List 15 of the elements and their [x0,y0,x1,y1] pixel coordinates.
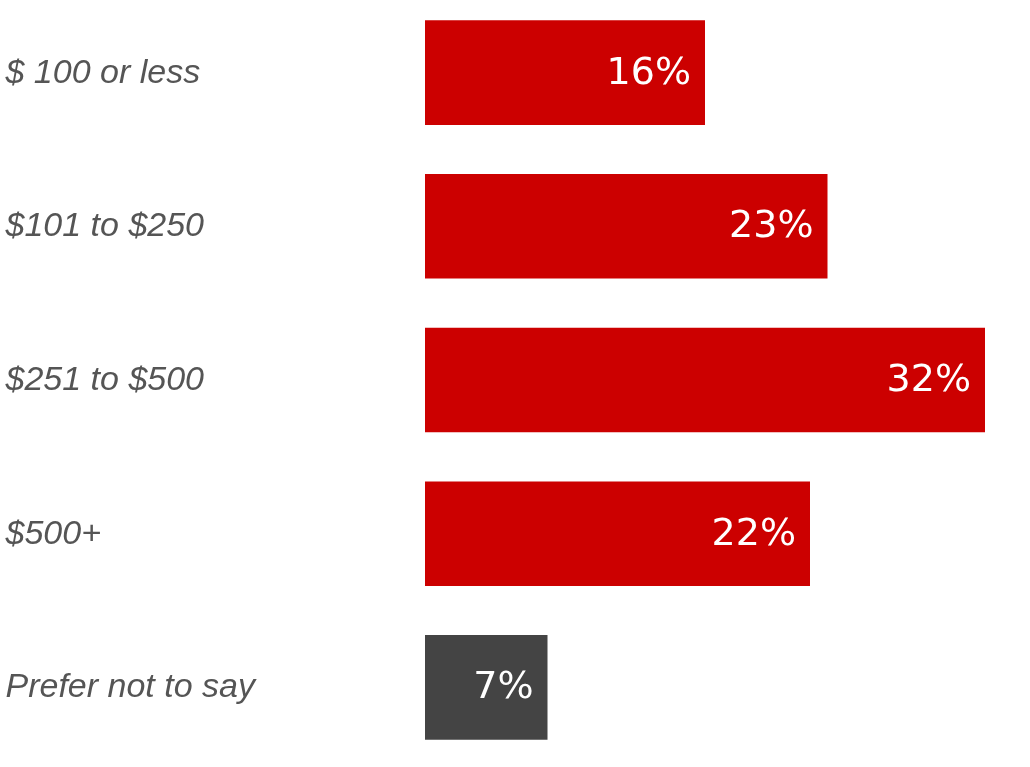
y-tick-label: $ 100 or less [4,51,201,90]
y-tick-label: $500+ [4,512,101,551]
data-label: 32% [886,356,971,400]
bar [425,327,985,433]
y-tick-label: Prefer not to say [5,666,257,705]
data-label: 7% [473,663,534,708]
y-tick-label: $101 to $250 [4,205,205,244]
y-tick-label: $251 to $500 [4,359,205,397]
bar [425,174,828,279]
data-label: 16% [606,48,691,93]
bar [425,481,810,586]
data-label: 23% [729,202,814,247]
data-label: 22% [711,509,796,554]
bar [425,635,548,740]
bar [425,20,705,125]
